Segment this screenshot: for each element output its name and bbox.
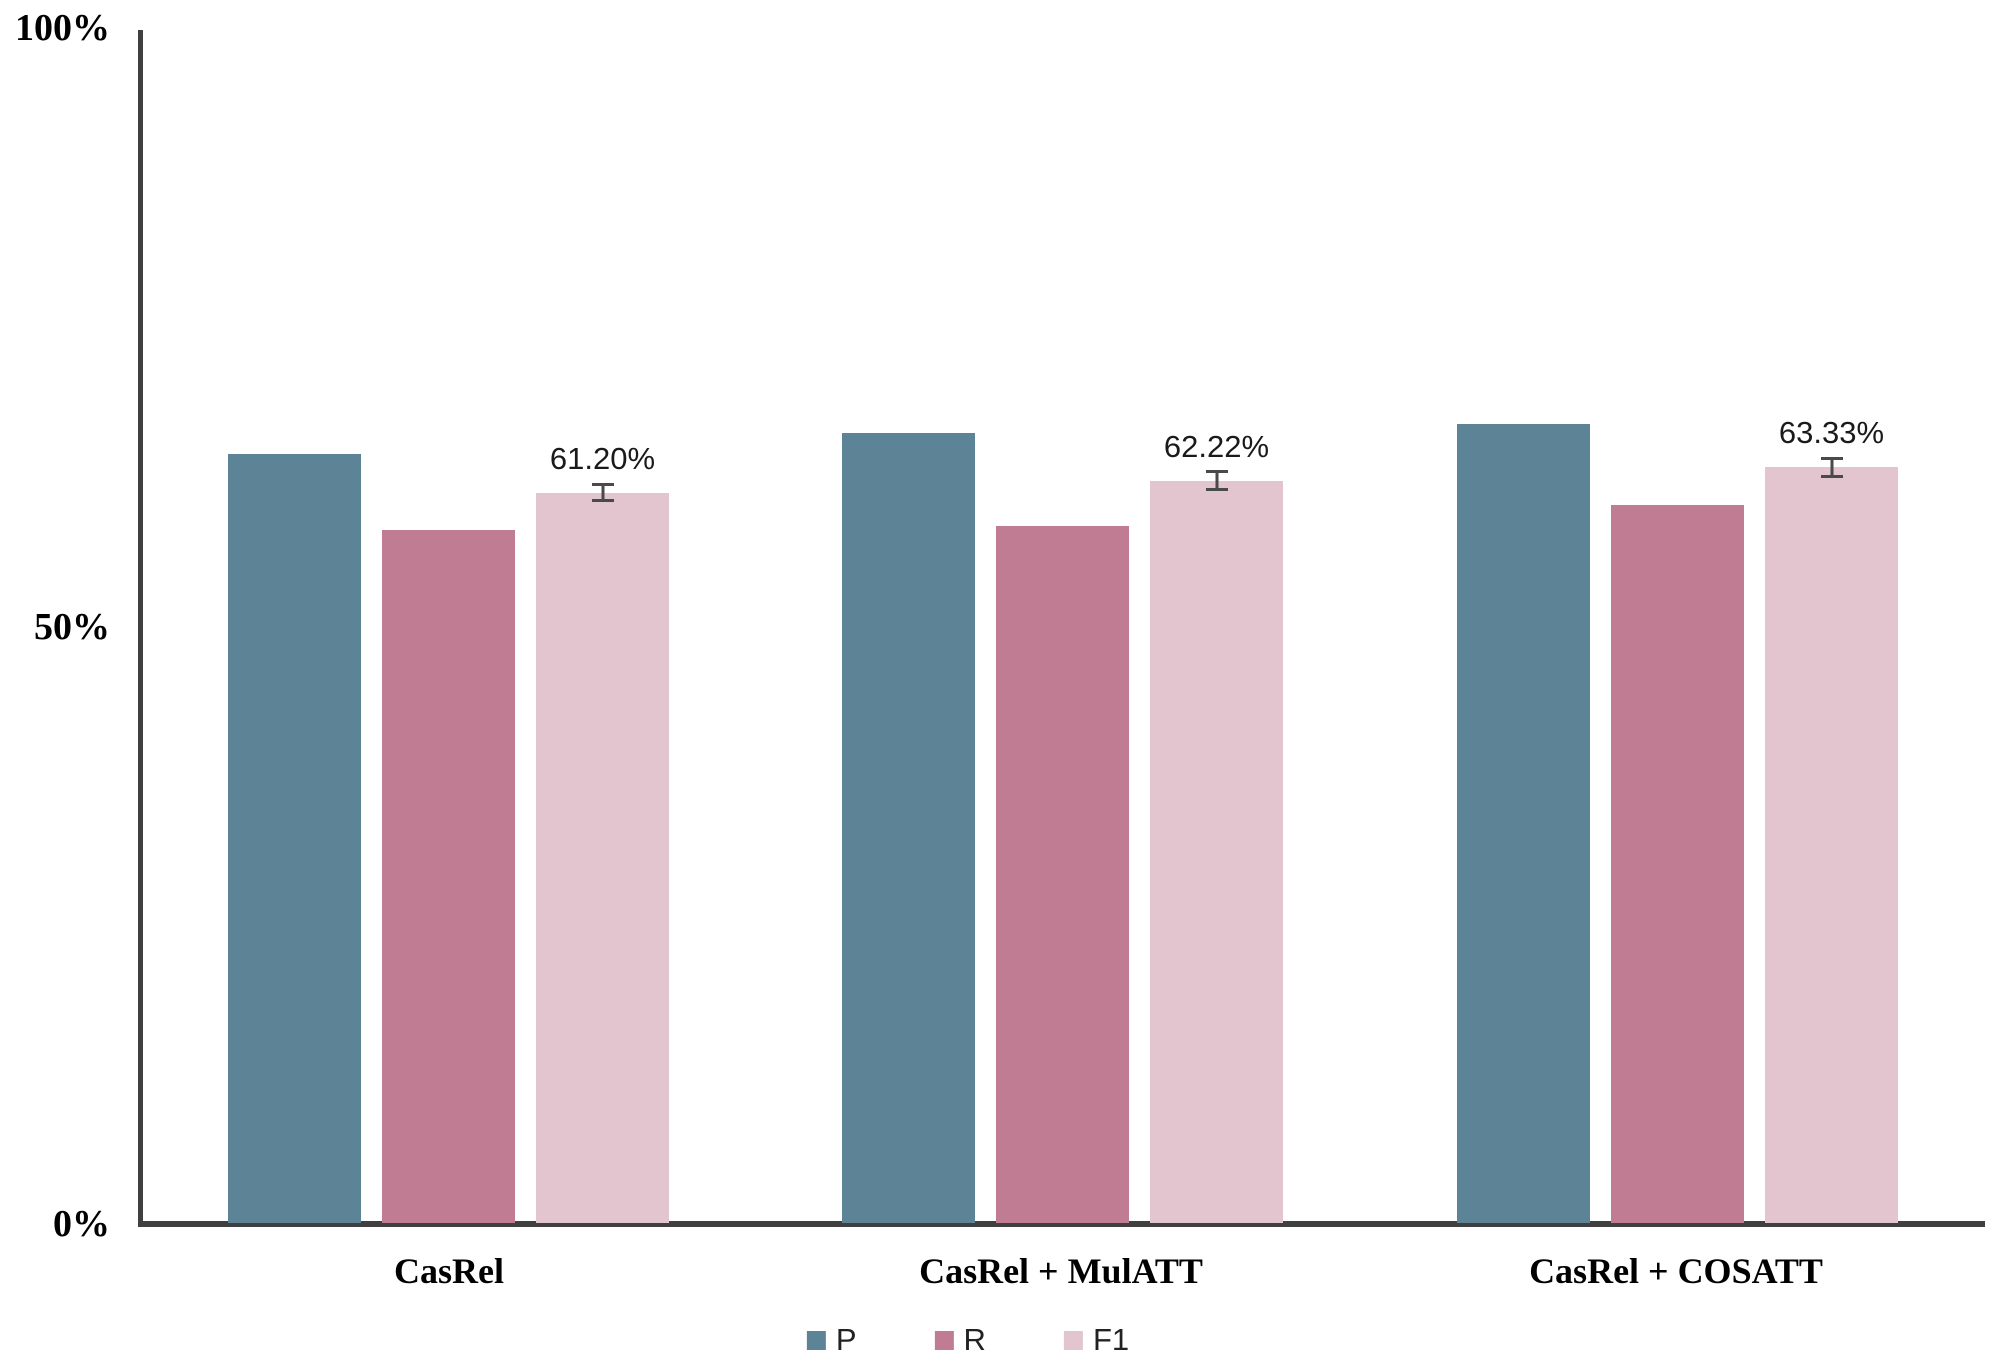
legend-swatch-r bbox=[934, 1330, 954, 1350]
legend-label-f1: F1 bbox=[1092, 1322, 1130, 1357]
x-category-label-casrel-cosatt: CasRel + COSATT bbox=[1529, 1251, 1823, 1291]
bar-value-label-f1-1: 62.22% bbox=[1163, 428, 1270, 464]
bar-r-1 bbox=[996, 526, 1129, 1223]
y-axis-tick-50: 50% bbox=[34, 606, 110, 648]
error-bar-f1-0 bbox=[591, 483, 614, 503]
x-axis-line bbox=[138, 1221, 1985, 1227]
y-axis-tick-0: 0% bbox=[53, 1203, 110, 1245]
legend-item-p: P bbox=[806, 1322, 857, 1358]
bar-p-0 bbox=[228, 453, 361, 1223]
error-bar-line bbox=[1215, 472, 1218, 489]
x-category-label-casrel: CasRel bbox=[394, 1251, 504, 1291]
bar-value-label-f1-0: 61.20% bbox=[549, 440, 656, 476]
bar-p-1 bbox=[842, 433, 975, 1223]
plot-area: 61.20% 62.22% 63.33% bbox=[140, 30, 1983, 1223]
error-bar-f1-2 bbox=[1820, 457, 1843, 478]
bar-f1-2 bbox=[1765, 467, 1898, 1223]
legend-label-p: P bbox=[835, 1322, 857, 1357]
error-bar-line bbox=[601, 486, 604, 500]
y-axis-line bbox=[138, 30, 143, 1227]
bar-f1-1 bbox=[1150, 480, 1283, 1223]
legend-item-r: R bbox=[934, 1322, 986, 1358]
legend: P R F1 bbox=[806, 1322, 1130, 1358]
legend-label-r: R bbox=[963, 1322, 986, 1357]
x-category-label-casrel-mulatt: CasRel + MulATT bbox=[919, 1251, 1203, 1291]
error-bar-f1-1 bbox=[1205, 469, 1228, 492]
legend-item-f1: F1 bbox=[1063, 1322, 1130, 1358]
legend-swatch-f1 bbox=[1063, 1330, 1083, 1350]
bar-value-label-f1-2: 63.33% bbox=[1778, 415, 1885, 451]
bar-p-2 bbox=[1457, 423, 1590, 1223]
bar-f1-0 bbox=[536, 492, 669, 1223]
bar-r-0 bbox=[382, 529, 515, 1223]
error-bar-line bbox=[1830, 460, 1833, 475]
bar-r-2 bbox=[1611, 504, 1744, 1223]
y-axis-tick-100: 100% bbox=[15, 7, 110, 49]
legend-swatch-p bbox=[806, 1330, 826, 1350]
